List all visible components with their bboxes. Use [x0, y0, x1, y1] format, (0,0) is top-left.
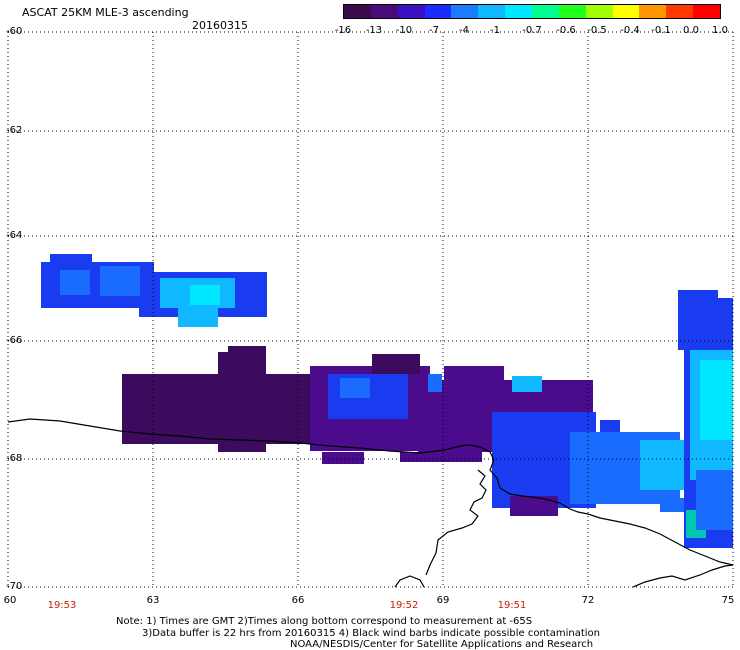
data-cell	[678, 290, 718, 350]
data-cell	[218, 352, 266, 452]
ice-shelf-edge-east	[632, 564, 734, 588]
lon-label: 72	[581, 595, 595, 606]
color-scale-label: -0.1	[651, 25, 671, 36]
lat-label: -60	[6, 26, 23, 37]
color-scale-label: -16	[334, 25, 352, 36]
credit-line: NOAA/NESDIS/Center for Satellite Applica…	[290, 639, 594, 650]
data-cell	[322, 452, 364, 464]
lat-label: -64	[6, 230, 23, 241]
data-cell	[512, 376, 542, 392]
color-scale-label: -0.7	[522, 25, 542, 36]
data-cell	[640, 440, 690, 490]
color-scale-swatch	[478, 5, 506, 18]
color-scale-swatch	[693, 5, 721, 18]
data-cell	[178, 308, 218, 327]
color-scale-swatch	[639, 5, 667, 18]
color-scale-label: -13	[365, 25, 383, 36]
lon-label: 66	[291, 595, 305, 606]
note-line-1: Note: 1) Times are GMT 2)Times along bot…	[116, 616, 533, 627]
color-scale-label: -10	[395, 25, 413, 36]
color-scale-swatch	[424, 5, 452, 18]
data-cell	[510, 496, 558, 516]
color-scale-swatch	[397, 5, 425, 18]
color-scale-label: -0.4	[620, 25, 640, 36]
lon-label: 63	[146, 595, 160, 606]
color-scale-swatch	[344, 5, 371, 18]
color-scale-bar	[343, 4, 721, 19]
color-scale-label: 1.0	[712, 25, 728, 36]
ice-shelf-edge	[394, 575, 425, 588]
lat-label: -70	[6, 581, 23, 592]
color-scale-label: -0.5	[587, 25, 607, 36]
color-scale-label: -4	[459, 25, 469, 36]
data-cell	[100, 266, 140, 296]
data-cell	[428, 374, 442, 392]
data-cell	[228, 346, 266, 356]
pass-time-label: 19:51	[497, 600, 527, 611]
pass-time-label: 19:52	[389, 600, 419, 611]
lon-label: 60	[3, 595, 17, 606]
lat-label: -68	[6, 453, 23, 464]
data-cell	[60, 270, 90, 295]
pass-time-label: 19:53	[47, 600, 77, 611]
color-scale-label: -1	[490, 25, 500, 36]
data-cell	[462, 452, 482, 462]
product-title: ASCAT 25KM MLE-3 ascending	[22, 6, 189, 19]
color-scale-label: -0.6	[556, 25, 576, 36]
color-scale-swatch	[558, 5, 586, 18]
color-scale-swatch	[505, 5, 533, 18]
lat-label: -62	[6, 125, 23, 136]
data-cell	[700, 360, 733, 440]
data-cell	[50, 254, 92, 264]
color-scale-swatch	[612, 5, 640, 18]
data-cell	[444, 366, 504, 386]
lon-label: 75	[721, 595, 735, 606]
data-cell	[600, 420, 620, 432]
data-cell	[372, 354, 420, 374]
data-cell	[400, 452, 480, 462]
wind-data-layer	[41, 254, 733, 548]
note-line-2: 3)Data buffer is 22 hrs from 20160315 4)…	[142, 628, 600, 639]
color-scale-swatch	[451, 5, 479, 18]
data-cell	[190, 285, 220, 305]
color-scale-swatch	[532, 5, 559, 18]
color-scale-label: -7	[429, 25, 439, 36]
antarctic-coastline	[7, 418, 734, 566]
color-scale-swatch	[666, 5, 694, 18]
color-scale-swatch	[370, 5, 398, 18]
coastline	[7, 418, 734, 588]
lon-label: 69	[436, 595, 450, 606]
glacier-outline	[425, 469, 487, 576]
lat-label: -66	[6, 335, 23, 346]
color-scale-label: 0.0	[683, 25, 699, 36]
data-cell	[340, 378, 370, 398]
data-cell	[696, 470, 733, 530]
lat-lon-grid	[7, 31, 734, 588]
color-scale-swatch	[585, 5, 613, 18]
product-date: 20160315	[192, 19, 248, 32]
